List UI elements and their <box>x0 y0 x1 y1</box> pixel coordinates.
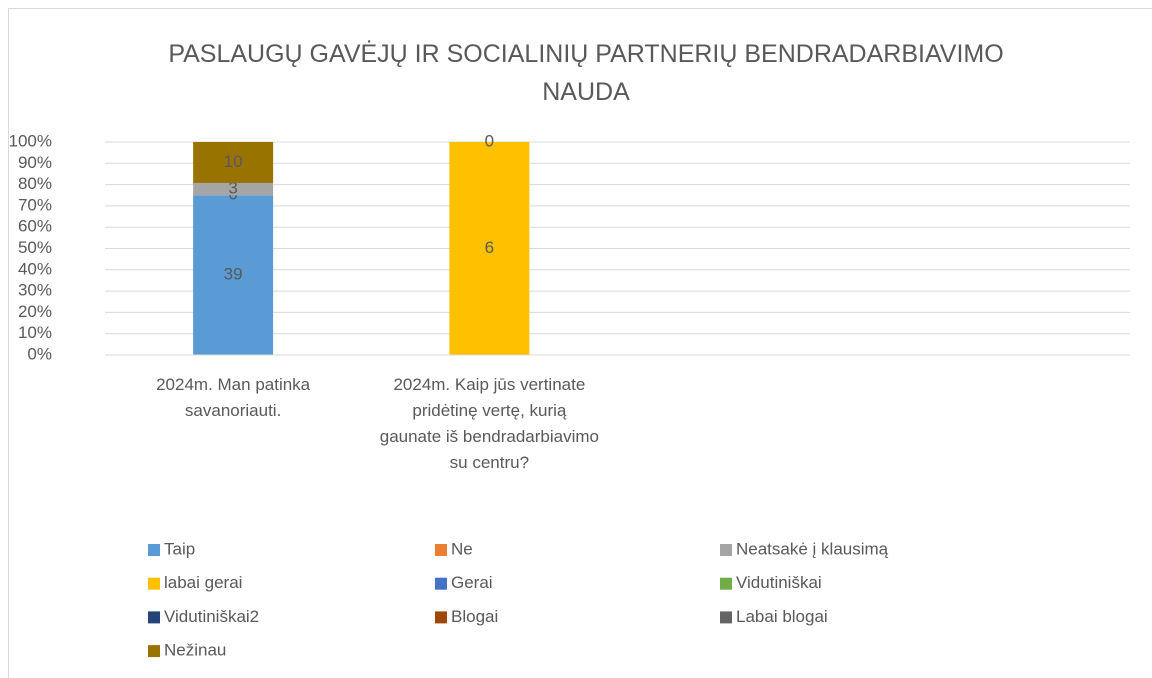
text-line: PASLAUGŲ GAVĖJŲ IR SOCIALINIŲ PARTNERIŲ … <box>168 39 1003 68</box>
text-line: 2024m. Kaip jūs vertinate <box>393 375 585 394</box>
legend-swatch <box>148 611 160 624</box>
legend-swatch <box>720 611 732 624</box>
legend-swatch <box>148 544 160 556</box>
legend-label: Vidutiniškai2 <box>164 607 259 626</box>
data-label: 0 <box>485 131 494 150</box>
legend-swatch <box>435 577 447 590</box>
y-tick-label: 80% <box>18 174 52 193</box>
legend-label: Gerai <box>451 573 493 592</box>
legend-label: Taip <box>164 539 195 558</box>
y-tick-label: 10% <box>18 323 52 342</box>
text-line: 2024m. Man patinka <box>156 375 311 394</box>
x-tick-label: 2024m. Kaip jūs vertinate pridėtinę vertę… <box>380 375 599 472</box>
y-tick-label: 0% <box>27 344 52 363</box>
text-line: pridėtinę vertę, kurią <box>412 401 567 420</box>
text-line: su centru? <box>450 453 529 472</box>
data-label: 39 <box>224 265 243 284</box>
chart-title: PASLAUGŲ GAVĖJŲ IR SOCIALINIŲ PARTNERIŲ … <box>168 39 1003 106</box>
data-label: 6 <box>485 238 494 257</box>
legend-swatch <box>720 544 732 556</box>
bar-segment <box>193 182 274 196</box>
y-tick-label: 60% <box>18 217 52 236</box>
legend-swatch <box>435 544 447 556</box>
legend-label: Ne <box>451 539 473 558</box>
legend-swatch <box>435 611 447 624</box>
text-line: NAUDA <box>542 78 630 106</box>
y-tick-label: 40% <box>18 259 52 278</box>
bar-segment <box>193 142 274 183</box>
y-tick-label: 30% <box>18 281 52 300</box>
legend-label: Neatsakė į klausimą <box>736 539 889 558</box>
legend-label: Blogai <box>451 607 498 626</box>
text-line: gaunate iš bendradarbiavimo <box>380 427 599 446</box>
legend-label: labai gerai <box>164 573 242 592</box>
text-line: savanoriauti. <box>185 401 281 420</box>
bar-segment <box>449 142 530 355</box>
legend-label: Labai blogai <box>736 607 828 626</box>
legend-label: Vidutiniškai <box>736 573 822 592</box>
bar-segment <box>193 195 274 355</box>
y-tick-label: 90% <box>18 153 52 172</box>
data-label: 10 <box>224 152 243 171</box>
y-tick-label: 20% <box>18 302 52 321</box>
legend-swatch <box>148 645 160 658</box>
y-tick-label: 100% <box>9 131 52 150</box>
legend-swatch <box>720 577 732 590</box>
y-tick-label: 70% <box>18 195 52 214</box>
legend-swatch <box>148 577 160 590</box>
x-tick-label: 2024m. Man patinka savanoriauti. <box>156 375 311 420</box>
data-label: 3 <box>228 179 237 198</box>
y-tick-label: 50% <box>18 238 52 257</box>
legend-label: Nežinau <box>164 641 226 660</box>
